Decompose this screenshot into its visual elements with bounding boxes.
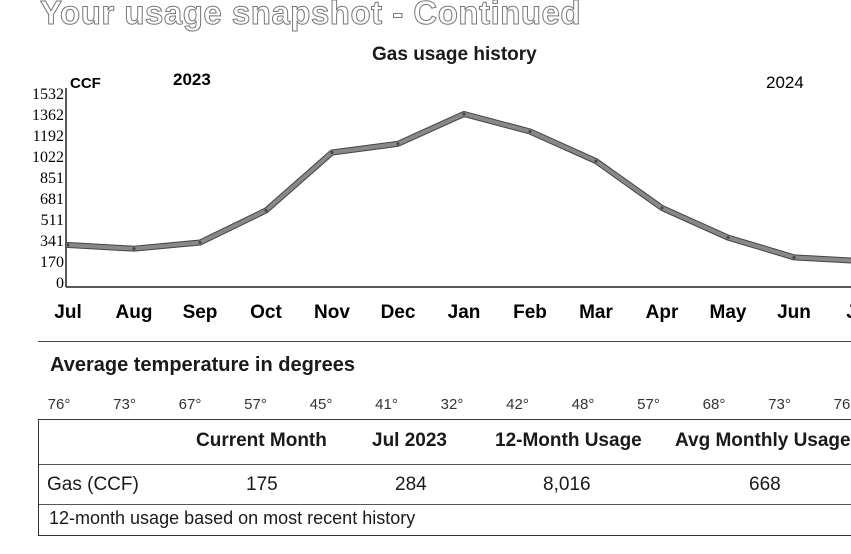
table-corner-dot: · [215, 433, 220, 449]
data-point [396, 142, 400, 146]
x-tick-label: May [710, 302, 747, 323]
y-tick-label: 681 [40, 191, 64, 208]
x-tick-label: Jun [777, 302, 811, 323]
temperature-value: 76° [833, 396, 851, 413]
y-tick-label: 1192 [33, 128, 64, 145]
year-label-2024: 2024 [766, 73, 804, 92]
header-avg-monthly-usage: Avg Monthly Usage [675, 430, 851, 451]
x-tick-label: Oct [250, 302, 282, 323]
y-tick-label: 170 [40, 254, 64, 271]
header-current-month: Current Month [196, 430, 327, 451]
temperature-value: 68° [702, 396, 726, 413]
temperature-value: 76° [47, 396, 71, 413]
header-prior-year: Jul 2023 [372, 430, 447, 451]
y-tick-label: 0 [56, 275, 64, 292]
data-point [462, 112, 466, 116]
temperature-value: 41° [375, 396, 398, 413]
temperature-value: 57° [244, 396, 267, 413]
x-tick-label: Jan [448, 302, 481, 323]
temperature-value: 48° [571, 396, 595, 413]
y-tick-label: 1022 [32, 149, 64, 166]
section-divider [38, 341, 851, 342]
row-label-gas: Gas (CCF) [47, 474, 139, 495]
temperature-title: Average temperature in degrees [50, 354, 355, 376]
y-axis-unit-label: CCF [70, 75, 101, 92]
x-tick-label: Mar [579, 302, 613, 323]
x-tick-label: Jul [846, 302, 851, 323]
data-point [792, 255, 796, 259]
x-tick-label: Feb [513, 302, 547, 323]
temperature-value: 45° [309, 396, 333, 413]
y-tick-label: 851 [40, 170, 64, 187]
temperature-row: 76° 73° 67° 57° 45° 41° 32° 42° 48° 57° 68° 73° 76° [34, 396, 851, 418]
table-rule [39, 464, 851, 465]
usage-table: · Current Month Jul 2023 12-Month Usage … [38, 419, 851, 536]
y-tick-label: 1532 [32, 86, 64, 103]
temperature-value: 73° [768, 396, 791, 413]
value-prior-year: 284 [395, 474, 427, 495]
value-current-month: 175 [246, 474, 278, 495]
data-point [528, 129, 532, 133]
gas-usage-chart: CCF 2023 2024 1532 1362 1192 1022 851 681 511 3… [32, 70, 851, 323]
year-label-2023: 2023 [173, 70, 211, 89]
x-tick-label: Aug [116, 302, 153, 323]
data-point [594, 159, 598, 163]
data-point [198, 241, 202, 245]
data-point [330, 150, 334, 154]
value-12-month-usage: 8,016 [543, 474, 591, 495]
x-tick-label: Apr [646, 302, 679, 323]
y-tick-label: 1362 [32, 107, 64, 124]
table-rule [39, 504, 851, 505]
chart-title: Gas usage history [372, 44, 537, 65]
temperature-value: 32° [440, 396, 464, 413]
data-point [660, 206, 664, 210]
temperature-value: 73° [113, 396, 136, 413]
temperature-value: 67° [178, 396, 202, 413]
x-tick-label: Sep [183, 302, 218, 323]
header-12-month-usage: 12-Month Usage [495, 430, 642, 451]
y-tick-label: 341 [40, 233, 64, 250]
x-tick-label: Dec [381, 302, 416, 323]
x-tick-label: Nov [314, 302, 350, 323]
page-title: Your usage snapshot - Continued [39, 0, 582, 32]
data-point [264, 208, 268, 212]
gas-usage-line [66, 111, 851, 263]
x-tick-label: Jul [54, 302, 81, 323]
y-tick-label: 511 [41, 212, 64, 229]
value-avg-monthly-usage: 668 [749, 474, 781, 495]
data-point [726, 236, 730, 240]
usage-note: 12-month usage based on most recent hist… [49, 508, 416, 528]
temperature-value: 42° [506, 396, 529, 413]
temperature-value: 57° [637, 396, 660, 413]
data-point [66, 243, 70, 247]
data-point [132, 247, 136, 251]
